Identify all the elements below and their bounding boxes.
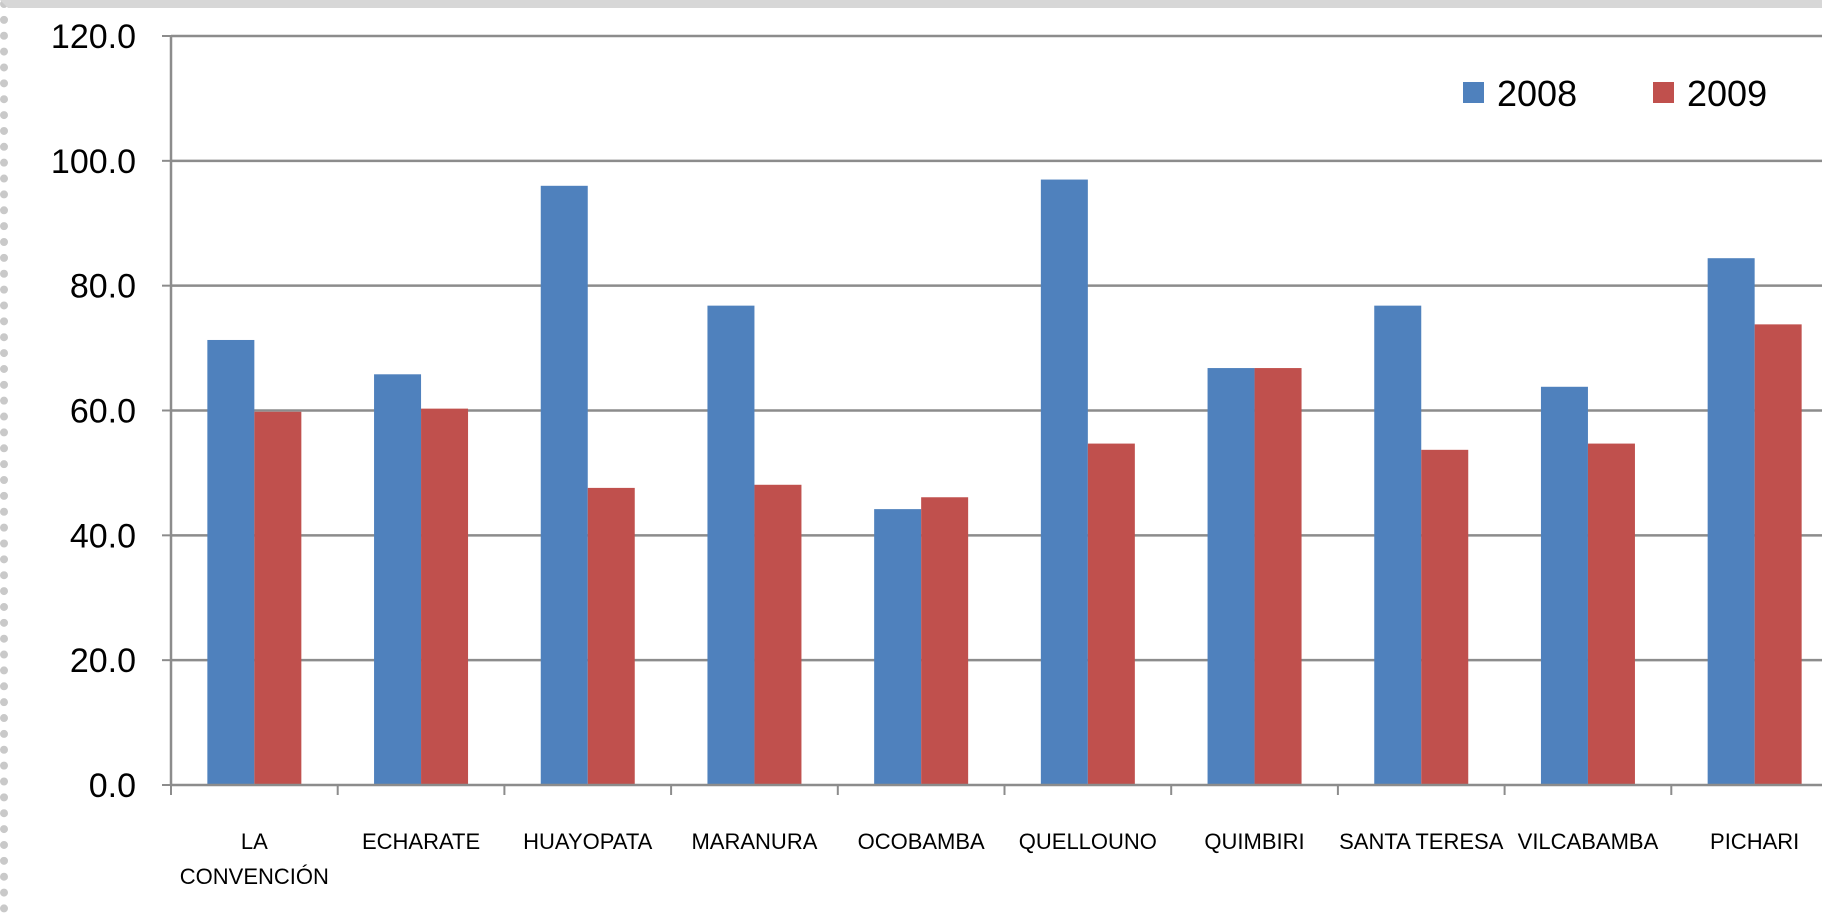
bar-2008 <box>1707 258 1755 785</box>
bar-2009 <box>587 487 635 785</box>
x-category-label: HUAYOPATA <box>523 829 652 854</box>
bar-2009 <box>921 497 969 785</box>
bar-2008 <box>1207 368 1255 785</box>
bar-2008 <box>207 339 255 785</box>
bar-2008 <box>540 185 588 786</box>
y-tick-label: 60.0 <box>70 393 136 431</box>
legend: 2008 2009 <box>1463 73 1767 114</box>
axes <box>162 35 1822 795</box>
bar-2009 <box>1754 324 1802 785</box>
bar-2009 <box>1421 449 1469 785</box>
bars <box>207 179 1802 786</box>
bar-2008 <box>1374 305 1422 785</box>
y-tick-label: 0.0 <box>89 767 136 805</box>
legend-swatch-2009 <box>1653 82 1674 103</box>
bar-2008 <box>707 305 755 785</box>
bar-2009 <box>421 408 469 785</box>
y-tick-label: 120.0 <box>51 18 136 56</box>
y-tick-label: 100.0 <box>51 143 136 181</box>
bar-2009 <box>1587 443 1635 785</box>
x-category-label: PICHARI <box>1710 829 1799 854</box>
bar-2009 <box>1087 443 1135 785</box>
x-category-label: CONVENCIÓN <box>180 864 329 889</box>
bar-2009 <box>754 484 802 785</box>
y-axis-tick-labels: 0.0 20.0 40.0 60.0 80.0 100.0 120.0 <box>51 18 136 805</box>
y-tick-label: 40.0 <box>70 517 136 555</box>
y-tick-label: 20.0 <box>70 642 136 680</box>
bar-2008 <box>1040 179 1088 785</box>
x-category-label: QUELLOUNO <box>1019 829 1157 854</box>
x-axis-category-labels: LA CONVENCIÓN ECHARATE HUAYOPATA MARANURA OCO… <box>180 829 1799 889</box>
legend-label-2008: 2008 <box>1497 73 1577 114</box>
x-category-label: QUIMBIRI <box>1204 829 1304 854</box>
y-tick-label: 80.0 <box>70 268 136 306</box>
x-category-label: ECHARATE <box>362 829 480 854</box>
x-category-label: VILCABAMBA <box>1518 829 1659 854</box>
bar-2008 <box>874 509 922 785</box>
x-category-label: MARANURA <box>691 829 817 854</box>
x-category-label: LA <box>241 829 268 854</box>
bar-2008 <box>374 374 422 785</box>
legend-swatch-2008 <box>1463 82 1484 103</box>
bar-2008 <box>1540 386 1588 785</box>
bar-2009 <box>1254 368 1302 785</box>
legend-label-2009: 2009 <box>1687 73 1767 114</box>
x-category-label: SANTA TERESA <box>1339 829 1504 854</box>
bar-2009 <box>254 411 302 785</box>
x-category-label: OCOBAMBA <box>858 829 985 854</box>
